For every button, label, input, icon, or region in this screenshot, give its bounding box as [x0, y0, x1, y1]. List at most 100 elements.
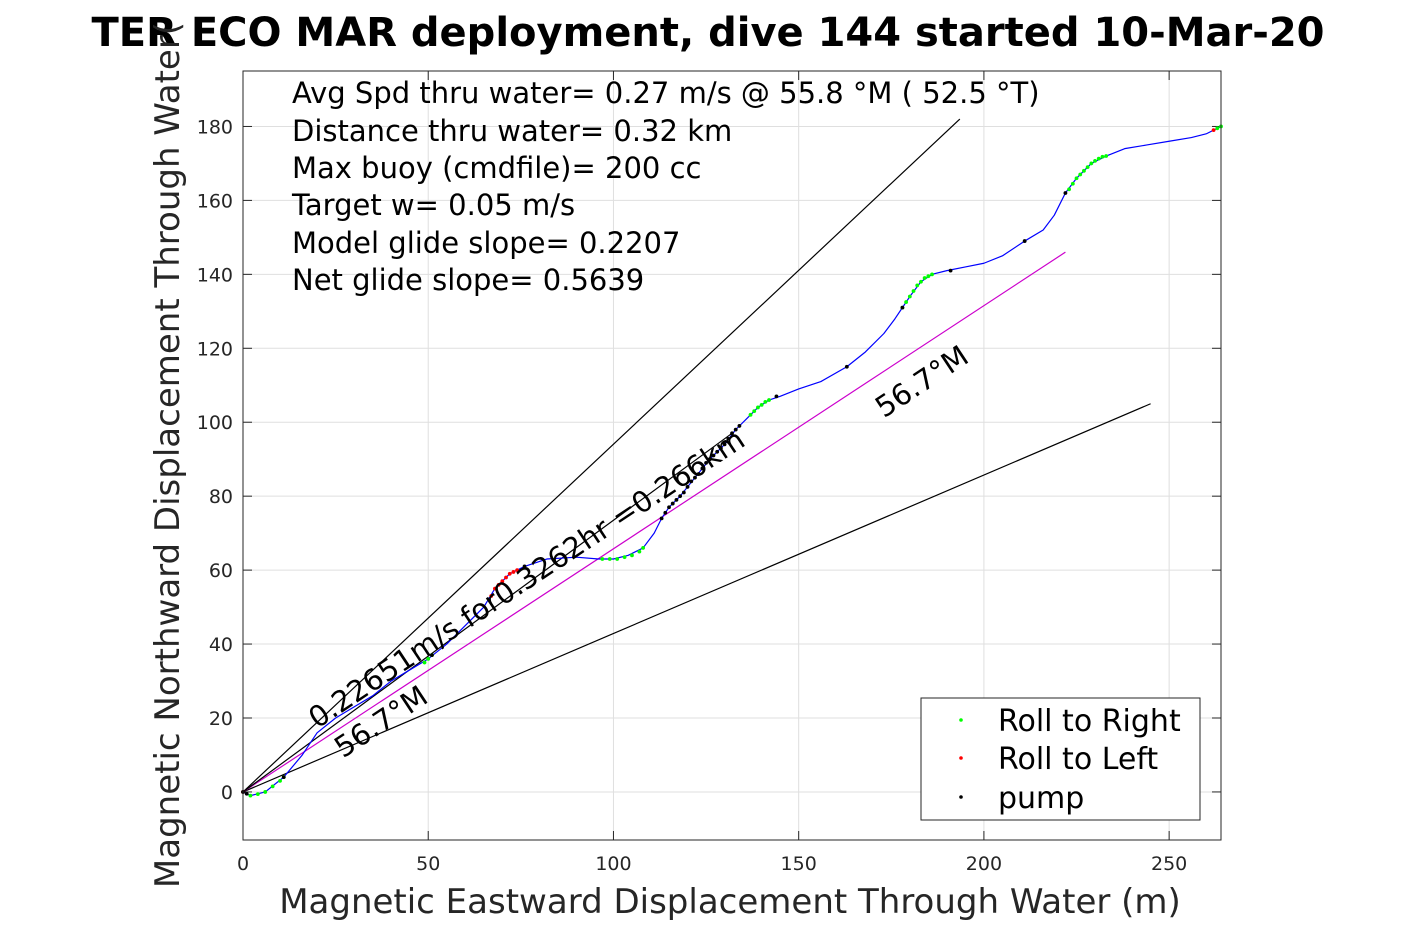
marker-roll-left — [493, 586, 497, 591]
y-tick-label: 60 — [209, 560, 233, 582]
stat-model-glide-slope: Model glide slope= 0.2207 — [292, 226, 680, 260]
stat-target-w: Target w= 0.05 m/s — [291, 188, 575, 222]
stats-block: Avg Spd thru water= 0.27 m/s @ 55.8 °M (… — [291, 76, 1040, 297]
legend: Roll to Right Roll to Left pump — [920, 697, 1201, 821]
legend-label-roll-right: Roll to Right — [998, 704, 1181, 739]
marker-roll-right — [907, 294, 912, 299]
chart-title: TER ECO MAR deployment, dive 144 started… — [91, 10, 1324, 56]
marker-pump — [659, 516, 664, 521]
marker-roll-right — [1078, 172, 1083, 177]
marker-roll-right — [926, 274, 931, 279]
x-tick-label: 50 — [416, 853, 440, 875]
x-tick-label: 0 — [237, 853, 249, 875]
marker-pump — [844, 364, 849, 369]
marker-roll-right — [255, 792, 260, 797]
marker-roll-right — [756, 405, 760, 410]
marker-roll-right — [1104, 154, 1109, 158]
marker-roll-right — [607, 557, 612, 561]
marker-roll-right — [1067, 187, 1072, 192]
marker-roll-left — [489, 594, 494, 598]
x-tick-label: 150 — [781, 853, 817, 875]
marker-pump — [681, 490, 686, 495]
marker-roll-right — [426, 656, 431, 661]
marker-roll-right — [278, 778, 282, 783]
marker-pump — [711, 453, 716, 458]
marker-pump — [430, 653, 434, 658]
reference-line-net-displacement — [242, 432, 733, 793]
marker-roll-right — [637, 549, 642, 554]
marker-roll-left — [1211, 128, 1216, 133]
marker-pump — [522, 564, 527, 569]
marker-pump — [689, 479, 694, 484]
x-axis-label: Magnetic Eastward Displacement Through W… — [279, 882, 1181, 922]
marker-pump — [737, 424, 742, 428]
marker-pump — [722, 442, 727, 447]
marker-pump — [718, 446, 723, 451]
marker-pump — [733, 427, 738, 432]
legend-label-pump: pump — [998, 781, 1084, 816]
marker-roll-left — [515, 568, 520, 573]
marker-roll-right — [911, 289, 916, 293]
marker-roll-right — [930, 272, 934, 277]
y-tick-label: 180 — [197, 116, 233, 138]
marker-pump — [774, 394, 779, 399]
legend-marker-roll-left — [959, 756, 963, 760]
marker-roll-right — [1089, 161, 1094, 166]
marker-roll-right — [922, 276, 927, 280]
marker-pump — [726, 436, 731, 441]
marker-pump — [667, 505, 671, 510]
marker-roll-right — [615, 557, 620, 561]
marker-pump — [704, 460, 708, 465]
marker-roll-right — [915, 283, 920, 288]
marker-roll-right — [641, 546, 645, 550]
marker-roll-right — [767, 398, 771, 402]
marker-roll-right — [1093, 158, 1097, 163]
marker-roll-right — [1070, 181, 1075, 186]
marker-roll-right — [752, 409, 757, 414]
marker-roll-left — [504, 575, 508, 580]
marker-roll-right — [763, 399, 768, 404]
y-axis-label: Magnetic Northward Displacement Through … — [148, 22, 188, 888]
marker-pump — [678, 494, 683, 499]
y-tick-label: 120 — [197, 338, 233, 360]
reference-line-heading-line — [242, 251, 1066, 793]
x-tick-label: 250 — [1151, 853, 1187, 875]
marker-series — [241, 124, 1223, 798]
marker-pump — [670, 501, 675, 506]
y-tick-label: 20 — [209, 708, 233, 730]
marker-roll-right — [422, 660, 427, 665]
marker-roll-right — [748, 412, 753, 417]
marker-roll-right — [630, 553, 634, 558]
marker-roll-right — [622, 555, 627, 560]
marker-roll-left — [500, 579, 505, 584]
legend-marker-roll-right — [959, 718, 963, 722]
stat-avg-speed: Avg Spd thru water= 0.27 m/s @ 55.8 °M (… — [292, 76, 1040, 110]
marker-pump — [281, 775, 286, 780]
marker-roll-right — [270, 784, 275, 789]
x-tick-label: 100 — [595, 853, 631, 875]
marker-pump — [700, 466, 705, 471]
marker-pump — [663, 510, 668, 515]
legend-marker-pump — [959, 795, 963, 799]
stat-max-buoy: Max buoy (cmdfile)= 200 cc — [292, 151, 701, 185]
marker-roll-right — [263, 790, 268, 794]
marker-pump — [730, 431, 734, 436]
marker-pump — [1022, 239, 1027, 243]
y-tick-label: 100 — [197, 412, 233, 434]
marker-group-roll-left — [241, 128, 1216, 794]
marker-roll-right — [904, 300, 909, 304]
marker-roll-right — [1100, 154, 1105, 159]
marker-roll-left — [511, 570, 516, 574]
marker-group-pump — [241, 191, 1068, 796]
marker-roll-left — [496, 582, 501, 587]
marker-roll-right — [759, 402, 764, 407]
reference-lines — [242, 118, 1151, 793]
marker-roll-right — [248, 793, 253, 798]
reference-line-lower-envelope — [242, 403, 1151, 793]
x-tick-label: 200 — [966, 853, 1002, 875]
marker-pump — [948, 268, 953, 273]
legend-box — [920, 697, 1201, 821]
marker-roll-right — [600, 557, 605, 561]
stat-net-glide-slope: Net glide slope= 0.5639 — [292, 263, 644, 297]
y-tick-label: 0 — [221, 782, 233, 804]
